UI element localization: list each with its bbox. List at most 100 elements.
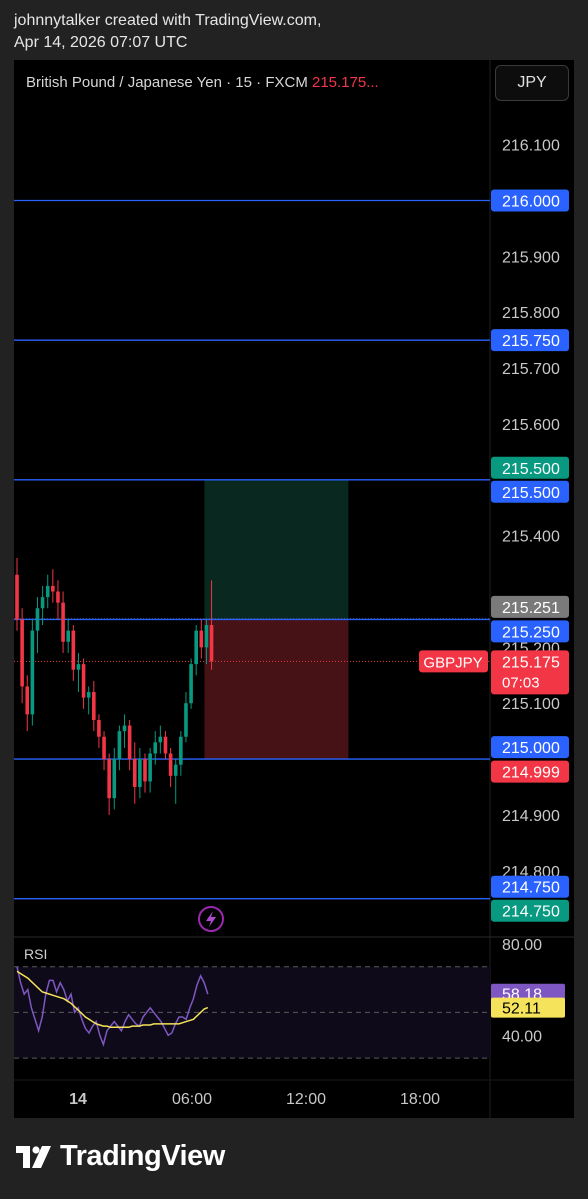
candle-body xyxy=(61,602,65,642)
price-labels: 216.000 215.750 215.500 215.500 215.251 215.2… xyxy=(419,189,569,922)
position-tool xyxy=(204,479,349,760)
price-label-box xyxy=(491,595,569,618)
tradingview-logo-icon xyxy=(16,1145,51,1168)
price-label-text: 215.000 xyxy=(502,740,560,757)
candle-body xyxy=(56,591,60,603)
symbol-price: 215.175... xyxy=(312,74,379,91)
symbol-title[interactable]: British Pound / Japanese Yen · 15 · FXCM… xyxy=(26,74,379,91)
price-label-box xyxy=(491,480,569,503)
candle-body xyxy=(107,759,111,799)
candle-body xyxy=(25,686,30,715)
price-tick-label: 215.900 xyxy=(502,249,560,266)
price-tick-label: 215.100 xyxy=(502,696,560,713)
candle-body xyxy=(30,630,35,715)
last-price-text: 215.175 xyxy=(502,654,560,671)
candle-body xyxy=(40,597,45,609)
candle-body xyxy=(173,764,178,776)
candle-body xyxy=(158,736,163,743)
candle-body xyxy=(15,574,19,620)
countdown-text: 07:03 xyxy=(502,674,540,691)
horizontal-lines xyxy=(14,199,490,900)
rsi-value-box xyxy=(491,997,565,1018)
currency-button[interactable]: JPY xyxy=(495,65,569,101)
price-label-box xyxy=(491,875,569,898)
time-tick-label: 12:00 xyxy=(286,1091,326,1108)
rsi-line xyxy=(16,966,209,1047)
candle-body xyxy=(45,585,50,598)
candle-body xyxy=(168,753,173,776)
price-label-text: 215.500 xyxy=(502,485,560,502)
candle-body xyxy=(117,731,122,760)
rsi-tick-label: 40.00 xyxy=(502,1028,542,1045)
price-label-text: 216.000 xyxy=(502,194,560,211)
symbol-text: British Pound / Japanese Yen · 15 · FXCM xyxy=(26,74,308,91)
candle-body xyxy=(132,759,137,787)
candle-body xyxy=(209,625,214,662)
attribution: johnnytalker created with TradingView.co… xyxy=(14,10,321,54)
price-tick-label: 215.600 xyxy=(502,417,560,434)
footer-logo-text: TradingView xyxy=(60,1140,225,1172)
candle-body xyxy=(76,664,81,670)
price-label-box xyxy=(491,736,569,759)
attribution-line-1: johnnytalker created with TradingView.co… xyxy=(14,12,322,29)
rsi-tick-label: 80.00 xyxy=(502,937,542,954)
attribution-line-2: Apr 14, 2026 07:07 UTC xyxy=(14,34,188,51)
candle-body xyxy=(102,736,106,760)
candle-body xyxy=(97,719,101,737)
price-tick-label: 215.700 xyxy=(502,361,560,378)
price-label-text: 214.750 xyxy=(502,904,560,921)
rsi-ma-line xyxy=(16,970,209,1029)
candle-body xyxy=(148,753,152,782)
last-price-box xyxy=(491,650,569,695)
price-label-box xyxy=(491,456,569,479)
price-label-text: 214.999 xyxy=(502,765,560,782)
chart-panel[interactable]: 80.00 40.00 58.18 52.11 216.100 215.900 215.8… xyxy=(14,60,574,1118)
price-label-text: 215.500 xyxy=(502,461,560,478)
symbol-tag-box xyxy=(419,650,488,673)
candle-body xyxy=(20,619,24,687)
rsi-value-label: 52.11 xyxy=(502,1001,541,1018)
time-axis: 14 06:00 12:00 18:00 xyxy=(14,1079,574,1108)
price-label-box xyxy=(491,899,569,922)
candle-body xyxy=(138,759,142,787)
candle-body xyxy=(127,725,132,760)
price-label-text: 215.250 xyxy=(502,624,560,641)
price-label-box xyxy=(491,189,569,212)
footer-logo: TradingView xyxy=(16,1140,225,1173)
price-tick-label: 216.100 xyxy=(502,138,560,155)
candle-body xyxy=(112,759,117,799)
time-tick-label: 14 xyxy=(69,1091,87,1108)
candle-body xyxy=(163,736,168,754)
price-tick-label: 215.800 xyxy=(502,305,560,322)
price-label-box xyxy=(491,329,569,352)
candle-body xyxy=(204,625,209,648)
candle-body xyxy=(199,630,204,648)
price-label-box xyxy=(491,620,569,643)
price-tick-label: 214.900 xyxy=(502,808,560,825)
candle-body xyxy=(179,736,183,765)
candle-body xyxy=(92,692,96,720)
symbol-tag-text: GBPJPY xyxy=(423,654,482,671)
candle-body xyxy=(153,742,158,754)
price-label-text: 214.750 xyxy=(502,880,560,897)
candle-body xyxy=(122,725,127,732)
time-tick-label: 06:00 xyxy=(172,1091,212,1108)
candles xyxy=(15,557,214,815)
candle-body xyxy=(66,630,70,642)
candle-body xyxy=(86,692,91,698)
price-label-text: 215.251 xyxy=(502,600,560,617)
candle-body xyxy=(35,608,40,631)
lightning-bolt-icon[interactable] xyxy=(198,906,224,932)
candle-body xyxy=(184,703,188,737)
time-tick-label: 18:00 xyxy=(400,1091,440,1108)
position-target-zone xyxy=(204,479,349,620)
position-stop-zone xyxy=(204,619,349,760)
price-label-box xyxy=(491,760,569,783)
candle-body xyxy=(143,759,147,782)
candle-body xyxy=(71,630,76,670)
candle-body xyxy=(51,585,55,592)
price-tick-label: 215.400 xyxy=(502,529,560,546)
price-label-text: 215.750 xyxy=(502,333,560,350)
